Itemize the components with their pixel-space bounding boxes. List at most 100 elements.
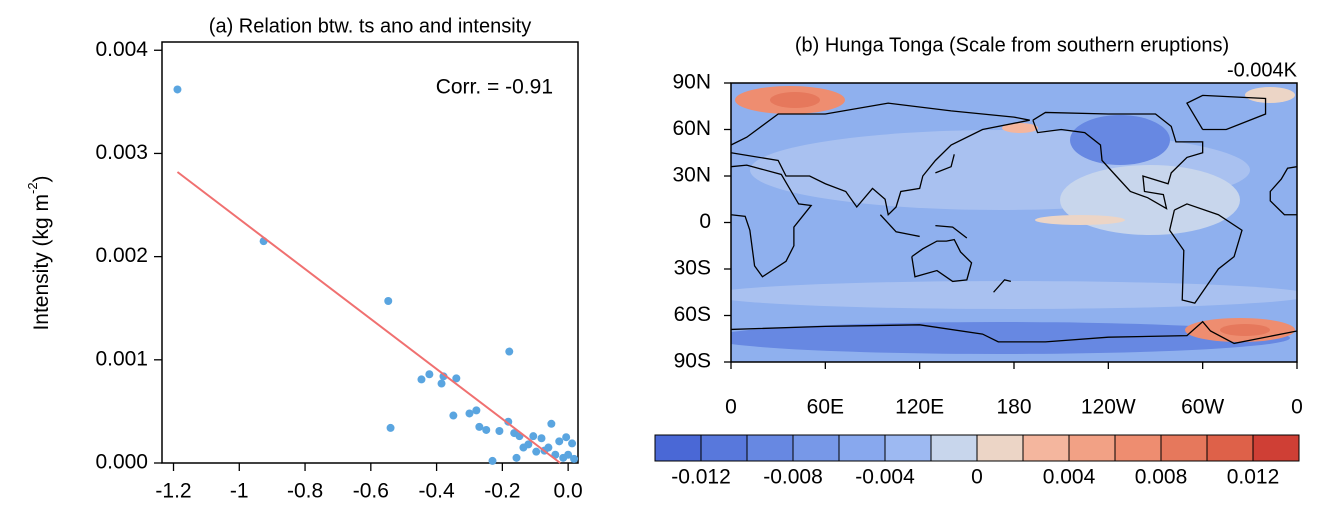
- colorbar-box: [930, 434, 978, 462]
- colorbar-box: [1068, 434, 1116, 462]
- point: [475, 422, 484, 431]
- point: [512, 453, 521, 462]
- coastline: [993, 279, 1012, 293]
- field-area: [731, 322, 1290, 354]
- point: [568, 439, 577, 448]
- field-area: [1035, 215, 1125, 225]
- colorbar-box: [884, 434, 932, 462]
- field: [731, 83, 1297, 362]
- y-tick-label: 30N: [672, 164, 711, 187]
- colorbar-label: -0.012: [671, 466, 731, 489]
- y-label-text: Intensity (kg m: [30, 194, 53, 331]
- x-tick-label: 60W: [1181, 396, 1224, 419]
- colorbar-label: 0.004: [1043, 466, 1096, 489]
- colorbar-box: [792, 434, 840, 462]
- colorbar-label: 0: [971, 466, 983, 489]
- coastline: [731, 320, 1297, 345]
- y-label-end: ): [30, 175, 53, 182]
- point: [173, 85, 182, 94]
- y-tick-label: 0.004: [95, 38, 148, 61]
- coastline: [911, 238, 973, 283]
- field-area: [1070, 115, 1170, 165]
- colorbar-box: [1206, 434, 1254, 462]
- point: [482, 425, 491, 434]
- colorbar-box: [1252, 434, 1300, 462]
- point: [386, 423, 395, 432]
- y-tick-label: 30S: [674, 257, 711, 280]
- x-tick-label: -0.4: [418, 480, 455, 503]
- colorbar-label: 0.012: [1227, 466, 1280, 489]
- colorbar-box: [1022, 434, 1070, 462]
- coastline: [731, 164, 813, 278]
- colorbar-box: [700, 434, 748, 462]
- point: [449, 411, 458, 420]
- point: [495, 427, 504, 436]
- x-tick-label: 180: [996, 396, 1031, 419]
- plot-frame: [161, 41, 579, 464]
- x-tick-label: -0.2: [484, 480, 520, 503]
- colorbar-label: 0.008: [1135, 466, 1188, 489]
- point: [562, 433, 571, 442]
- y-axis-label: Intensity (kg m-2): [25, 175, 52, 330]
- colorbar-box: [1160, 434, 1208, 462]
- point: [532, 447, 541, 456]
- point: [417, 375, 426, 384]
- point: [564, 450, 573, 459]
- point: [384, 296, 393, 305]
- point: [488, 456, 497, 465]
- colorbar-box: [838, 434, 886, 462]
- coastline: [935, 154, 955, 174]
- x-tick-label: -0.8: [287, 480, 323, 503]
- coastline: [1186, 94, 1267, 131]
- coastline: [879, 214, 920, 238]
- coastline: [731, 102, 1030, 217]
- point: [472, 406, 481, 415]
- colorbar-box: [976, 434, 1024, 462]
- annotation: -0.004K: [1227, 59, 1298, 81]
- field-area: [731, 281, 1297, 309]
- x-tick-label: 0: [725, 396, 737, 419]
- colorbar-box: [746, 434, 794, 462]
- point: [505, 347, 514, 356]
- y-label-sup: -2: [25, 182, 40, 194]
- y-tick-label: 0: [699, 210, 711, 233]
- y-tick-label: 0.000: [95, 451, 148, 474]
- point: [547, 419, 556, 428]
- y-tick-label: 90N: [672, 71, 711, 94]
- point: [425, 370, 434, 379]
- x-tick-label: 60E: [807, 396, 844, 419]
- coastlines: [731, 94, 1297, 345]
- field-area: [1245, 87, 1295, 103]
- coastline: [1168, 203, 1243, 304]
- x-tick-label: -0.6: [353, 480, 389, 503]
- colorbar-box: [654, 434, 702, 462]
- coastline: [1269, 166, 1297, 216]
- x-tick-label: -1.2: [155, 480, 191, 503]
- colorbar-label: -0.008: [763, 466, 823, 489]
- x-tick-label: 0: [1291, 396, 1303, 419]
- point: [555, 437, 564, 446]
- fit-line: [176, 171, 561, 464]
- x-tick-label: 120E: [895, 396, 944, 419]
- point: [529, 432, 538, 441]
- point: [437, 379, 446, 388]
- coastline: [935, 224, 968, 239]
- map-title: (b) Hunga Tonga (Scale from southern eru…: [795, 34, 1229, 56]
- coastline: [1032, 111, 1204, 210]
- y-tick-label: 60S: [674, 303, 711, 326]
- y-tick-label: 90S: [674, 350, 711, 373]
- field-area: [1220, 324, 1270, 336]
- colorbar-box: [1114, 434, 1162, 462]
- chart-title: (a) Relation btw. ts ano and intensity: [209, 15, 531, 37]
- y-tick-label: 0.003: [95, 141, 148, 164]
- point: [452, 374, 461, 383]
- colorbar-label: -0.004: [855, 466, 915, 489]
- x-tick-label: 0.0: [554, 480, 583, 503]
- field-area: [770, 92, 820, 108]
- point: [570, 454, 579, 463]
- x-tick-label: -1: [230, 480, 249, 503]
- y-tick-label: 60N: [672, 117, 711, 140]
- point: [537, 434, 546, 443]
- point: [465, 409, 474, 418]
